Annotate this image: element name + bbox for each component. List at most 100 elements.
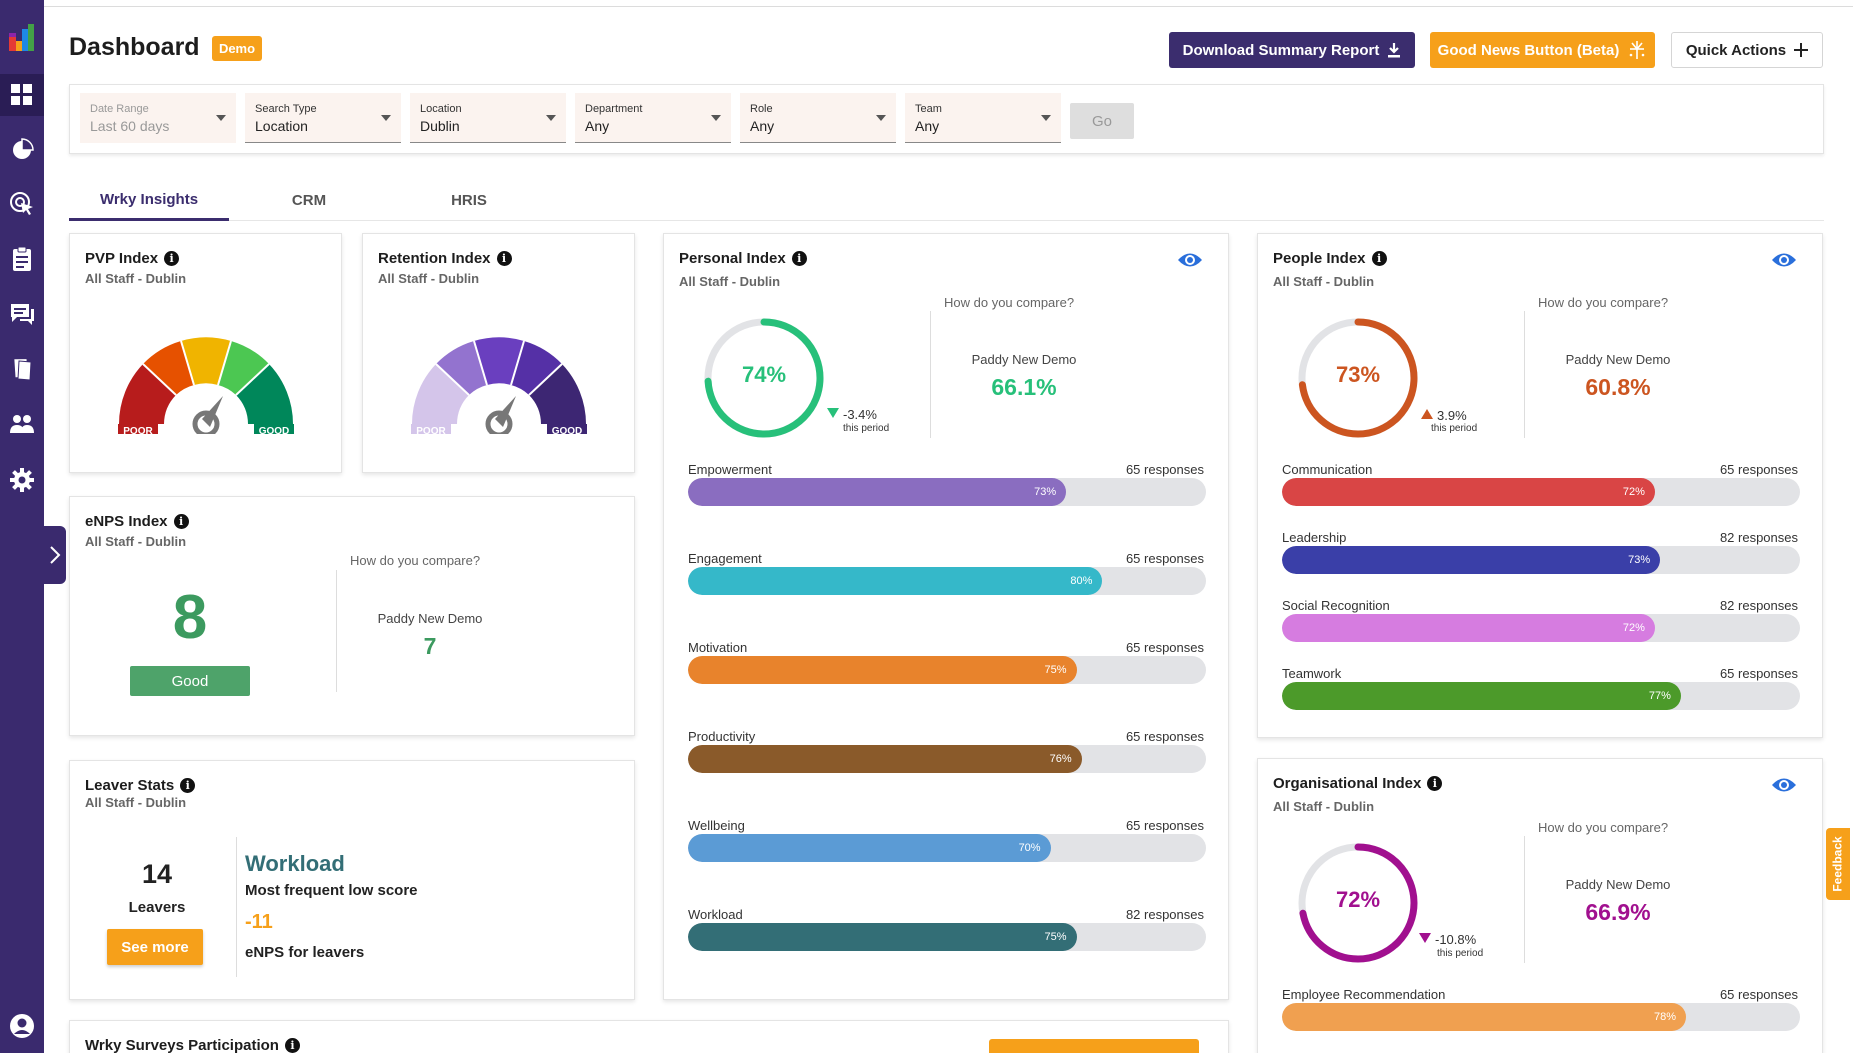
- clipboard-checklist-icon[interactable]: [8, 245, 36, 273]
- logo-icon[interactable]: [8, 24, 36, 52]
- files-icon[interactable]: [8, 355, 36, 383]
- enps-subtitle: All Staff - Dublin: [85, 534, 187, 549]
- leaver-count-label: Leavers: [128, 899, 186, 916]
- enps-compare-label: How do you compare?: [350, 553, 481, 568]
- leaver-divider: [236, 837, 237, 977]
- org-compare-value: 66.9%: [1585, 899, 1651, 925]
- leaver-title: Leaver Stats: [85, 777, 175, 794]
- leaver-title-row: Leaver Stats i: [85, 777, 196, 794]
- participation-title: Wrky Surveys Participation: [85, 1037, 279, 1053]
- download-summary-report-button[interactable]: Download Summary Report: [1169, 32, 1415, 68]
- enps-rating-badge: Good: [130, 666, 250, 696]
- date-range-select[interactable]: Date Range Last 60 days: [80, 93, 236, 143]
- participation-download-button[interactable]: [989, 1039, 1199, 1053]
- team-value: Any: [915, 118, 940, 134]
- analytics-pie-icon[interactable]: [8, 135, 36, 163]
- go-button[interactable]: Go: [1070, 103, 1134, 139]
- page-title: Dashboard: [69, 33, 200, 61]
- people-compare-value: 60.8%: [1585, 374, 1651, 400]
- settings-gear-icon[interactable]: [8, 466, 36, 494]
- filter-bar: Date Range Last 60 days Search Type Loca…: [69, 84, 1824, 154]
- chevron-right-icon: [50, 546, 61, 564]
- eye-icon[interactable]: [1771, 776, 1797, 794]
- bar-label: Workload: [688, 907, 743, 922]
- bar-track: 80%: [688, 567, 1206, 595]
- department-select[interactable]: Department Any: [575, 93, 731, 143]
- bar-label: Teamwork: [1282, 666, 1342, 681]
- leaver-enps-label: eNPS for leavers: [245, 944, 365, 961]
- bar-track: 78%: [1282, 1003, 1800, 1031]
- team-users-icon[interactable]: [8, 410, 36, 438]
- quick-actions-button[interactable]: Quick Actions: [1671, 32, 1823, 68]
- bar-fill: 75%: [688, 923, 1077, 951]
- org-title-row: Organisational Index i: [1273, 775, 1443, 792]
- enps-title-row: eNPS Index i: [85, 513, 189, 530]
- bar-responses: 65 responses: [1125, 640, 1204, 655]
- org-period: this period: [1437, 948, 1484, 959]
- retention-subtitle: All Staff - Dublin: [378, 271, 480, 286]
- sidebar: [0, 0, 44, 1053]
- caret-down-icon: [546, 115, 556, 121]
- people-donut: [1298, 318, 1418, 438]
- bar-track: 73%: [1282, 546, 1800, 574]
- search-type-select[interactable]: Search Type Location: [245, 93, 401, 143]
- sidebar-active-indicator: [0, 74, 44, 116]
- bar-responses: 82 responses: [1125, 907, 1204, 922]
- target-click-icon[interactable]: [8, 190, 36, 218]
- bar-responses: 82 responses: [1719, 598, 1798, 613]
- enps-title: eNPS Index: [85, 513, 168, 530]
- bar-responses: 65 responses: [1125, 462, 1204, 477]
- search-type-label: Search Type: [255, 103, 317, 115]
- quick-actions-label: Quick Actions: [1685, 41, 1787, 59]
- leaver-topic-sub: Most frequent low score: [245, 882, 418, 899]
- trend-down-icon: [1419, 933, 1431, 943]
- personal-divider: [930, 311, 931, 438]
- feedback-tab[interactable]: Feedback: [1826, 828, 1850, 900]
- org-donut: [1298, 843, 1418, 963]
- demo-badge: Demo: [212, 36, 262, 61]
- tab-crm[interactable]: CRM: [291, 192, 327, 209]
- fireworks-icon: [1630, 41, 1645, 59]
- personal-compare-label: How do you compare?: [944, 295, 1075, 310]
- see-more-button[interactable]: See more: [107, 929, 203, 965]
- bar-label: Social Recognition: [1282, 598, 1390, 613]
- personal-score: 74%: [741, 362, 787, 387]
- people-compare-label: How do you compare?: [1538, 295, 1669, 310]
- org-index-card: Organisational Index i All Staff - Dubli…: [1257, 758, 1823, 1053]
- bar-fill: 73%: [688, 478, 1067, 506]
- bar-track: 77%: [1282, 682, 1800, 710]
- department-label: Department: [585, 103, 643, 115]
- info-icon[interactable]: i: [180, 778, 196, 793]
- info-icon[interactable]: i: [496, 251, 512, 266]
- tab-hris[interactable]: HRIS: [451, 192, 487, 209]
- personal-compare-name: Paddy New Demo: [971, 352, 1077, 367]
- good-news-button[interactable]: Good News Button (Beta): [1430, 32, 1655, 68]
- info-icon[interactable]: i: [791, 251, 807, 266]
- eye-icon[interactable]: [1771, 251, 1797, 269]
- team-select[interactable]: Team Any: [905, 93, 1061, 143]
- dashboard-icon[interactable]: [8, 81, 36, 109]
- info-icon[interactable]: i: [1427, 776, 1443, 791]
- user-avatar-icon[interactable]: [8, 1012, 36, 1040]
- info-icon[interactable]: i: [164, 251, 180, 266]
- bar-track: 72%: [1282, 614, 1800, 642]
- chat-bubbles-icon[interactable]: [8, 300, 36, 328]
- location-select[interactable]: Location Dublin: [410, 93, 566, 143]
- eye-icon[interactable]: [1177, 251, 1203, 269]
- tab-wrky-insights[interactable]: Wrky Insights: [69, 180, 229, 221]
- enps-score: 8: [172, 583, 208, 652]
- gauge-poor-label: POOR: [416, 426, 446, 437]
- info-icon[interactable]: i: [173, 514, 189, 529]
- caret-down-icon: [711, 115, 721, 121]
- trend-up-icon: [1421, 409, 1433, 419]
- info-icon[interactable]: i: [1371, 251, 1387, 266]
- bar-fill: 72%: [1282, 478, 1655, 506]
- sidebar-expand-button[interactable]: [44, 526, 66, 584]
- leaver-subtitle: All Staff - Dublin: [85, 795, 187, 810]
- info-icon[interactable]: i: [284, 1038, 300, 1053]
- trend-down-icon: [827, 408, 839, 418]
- role-select[interactable]: Role Any: [740, 93, 896, 143]
- bar-track: 75%: [688, 923, 1206, 951]
- gauge-good-label: GOOD: [551, 426, 583, 437]
- bar-label: Leadership: [1282, 530, 1347, 545]
